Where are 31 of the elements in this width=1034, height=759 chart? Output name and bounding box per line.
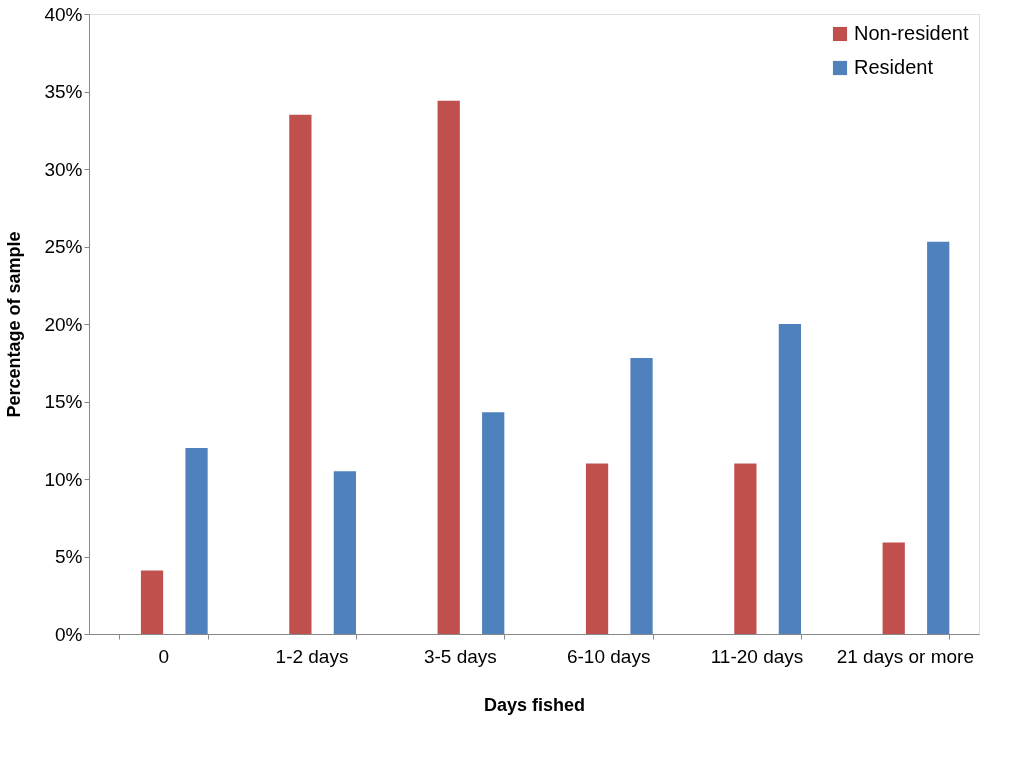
bar	[333, 471, 356, 634]
y-tick-label: 10%	[44, 468, 83, 490]
bar	[585, 463, 609, 634]
y-tick-label: 20%	[44, 313, 83, 335]
x-tick-label: 3-5 days	[423, 645, 497, 667]
y-axis-title: Percentage of sample	[4, 231, 25, 418]
bar	[778, 324, 801, 634]
y-tick-label: 25%	[44, 236, 83, 257]
x-tick-label: 11-20 days	[710, 645, 804, 667]
legend-label: Non-resident	[854, 22, 969, 44]
y-tick-label: 0%	[55, 623, 83, 645]
bar	[734, 463, 757, 634]
y-tick-label: 30%	[44, 158, 83, 180]
y-tick-label: 15%	[44, 391, 83, 412]
x-tick-label: 21 days or more	[836, 645, 974, 667]
bar	[482, 412, 505, 634]
x-tick-label: 1-2 days	[275, 645, 349, 667]
bar	[882, 542, 905, 634]
bar	[289, 114, 312, 634]
x-axis-title: Days fished	[483, 694, 586, 715]
bar	[630, 358, 653, 634]
y-tick-label: 35%	[44, 81, 83, 102]
bar	[140, 570, 164, 634]
x-tick-label: 0	[158, 645, 169, 667]
x-tick-label: 6-10 days	[566, 645, 651, 667]
bar	[927, 241, 950, 634]
bar	[185, 448, 208, 634]
bar	[437, 100, 460, 634]
legend-label: Resident	[854, 56, 934, 78]
y-tick-label: 5%	[55, 546, 83, 567]
y-tick-label: 40%	[44, 3, 83, 25]
